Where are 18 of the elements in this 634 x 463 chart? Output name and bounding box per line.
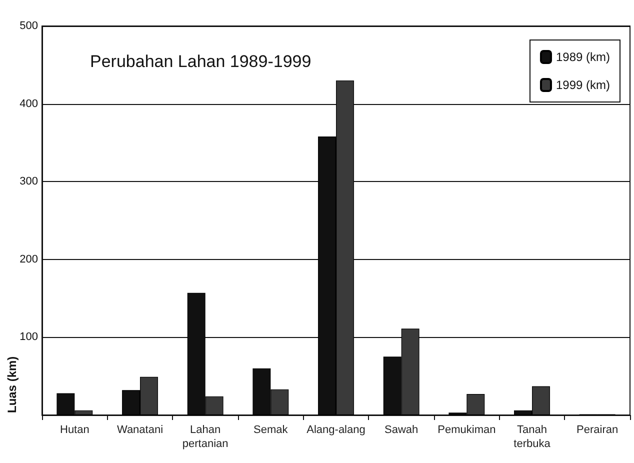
x-tick-label: Sawah [384,424,418,436]
y-tick-label: 300 [20,176,38,188]
x-tick-label: Alang-alang [306,424,366,436]
x-tick-label: Pemukiman [438,424,496,436]
x-tick-label: Perairan [576,424,618,436]
legend-label: 1989 (km) [556,50,610,64]
y-tick-label: 400 [20,98,38,110]
x-tick-label: Hutan [60,424,90,436]
y-tick-label: 500 [20,20,38,32]
legend-label: 1999 (km) [556,78,610,92]
text: Perubahan Lahan 1989-1999 [90,52,312,71]
x-tick-label: Tanah terbuka [514,424,552,450]
x-tick-label: Semak [254,424,288,436]
x-tick-label: Lahan pertanian [182,424,228,450]
y-axis-title: Luas (km) [5,356,19,413]
y-tick-label: 200 [20,253,38,266]
x-tick-label: Wanatani [116,424,164,436]
y-tick-label: 100 [20,331,38,344]
